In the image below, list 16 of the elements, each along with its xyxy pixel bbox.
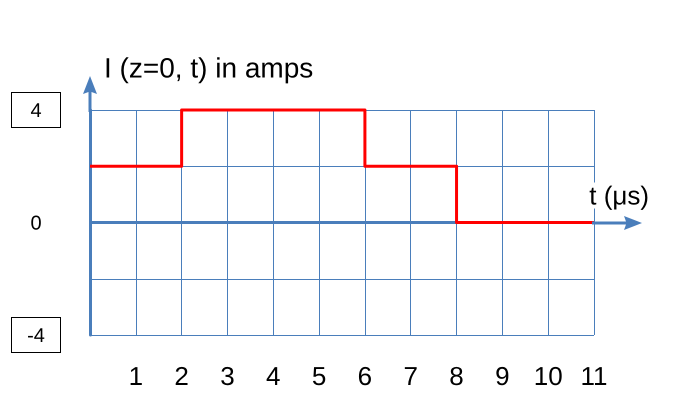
x-tick-label: 10 <box>534 361 563 391</box>
x-tick-label: 7 <box>403 361 418 391</box>
x-tick-label: 3 <box>220 361 235 391</box>
y-tick-label: -4 <box>27 325 45 347</box>
x-tick-label: 6 <box>358 361 372 391</box>
y-axis-title: I (z=0, t) in amps <box>104 52 314 84</box>
x-tick-label: 11 <box>580 361 608 391</box>
x-tick-label: 2 <box>174 361 189 391</box>
y-tick-label: 0 <box>30 212 42 234</box>
y-tick-label: 4 <box>30 100 42 122</box>
x-axis-title: t (μs) <box>589 180 650 210</box>
x-tick-label: 9 <box>495 361 510 391</box>
x-tick-label: 5 <box>312 361 326 391</box>
x-tick-label: 1 <box>128 361 144 391</box>
x-tick-label: 8 <box>449 361 464 391</box>
x-tick-label: 4 <box>266 361 281 391</box>
